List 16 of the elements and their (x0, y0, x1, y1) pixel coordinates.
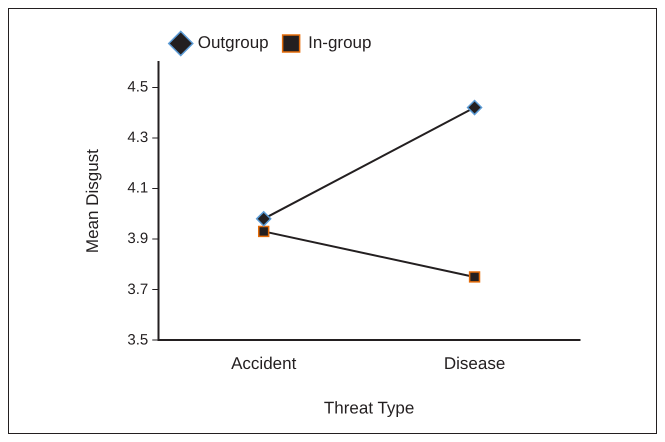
legend-label: Outgroup (198, 33, 269, 52)
x-axis-title: Threat Type (324, 398, 414, 418)
y-tick-label: 3.7 (127, 280, 148, 298)
y-tick-label: 4.5 (127, 78, 148, 96)
x-tick-label: Disease (444, 354, 506, 374)
y-tick-label: 4.3 (127, 129, 148, 146)
point (258, 226, 270, 238)
x-tick-label: Accident (231, 354, 297, 374)
legend-label: In-group (308, 33, 372, 52)
point (256, 211, 272, 227)
y-tick-label: 4.1 (127, 180, 148, 197)
y-tick-label: 3.9 (127, 230, 148, 248)
y-tick-label: 3.5 (127, 331, 148, 348)
point (466, 100, 482, 116)
y-axis-title: Mean Disgust (82, 148, 102, 254)
point (468, 271, 480, 283)
